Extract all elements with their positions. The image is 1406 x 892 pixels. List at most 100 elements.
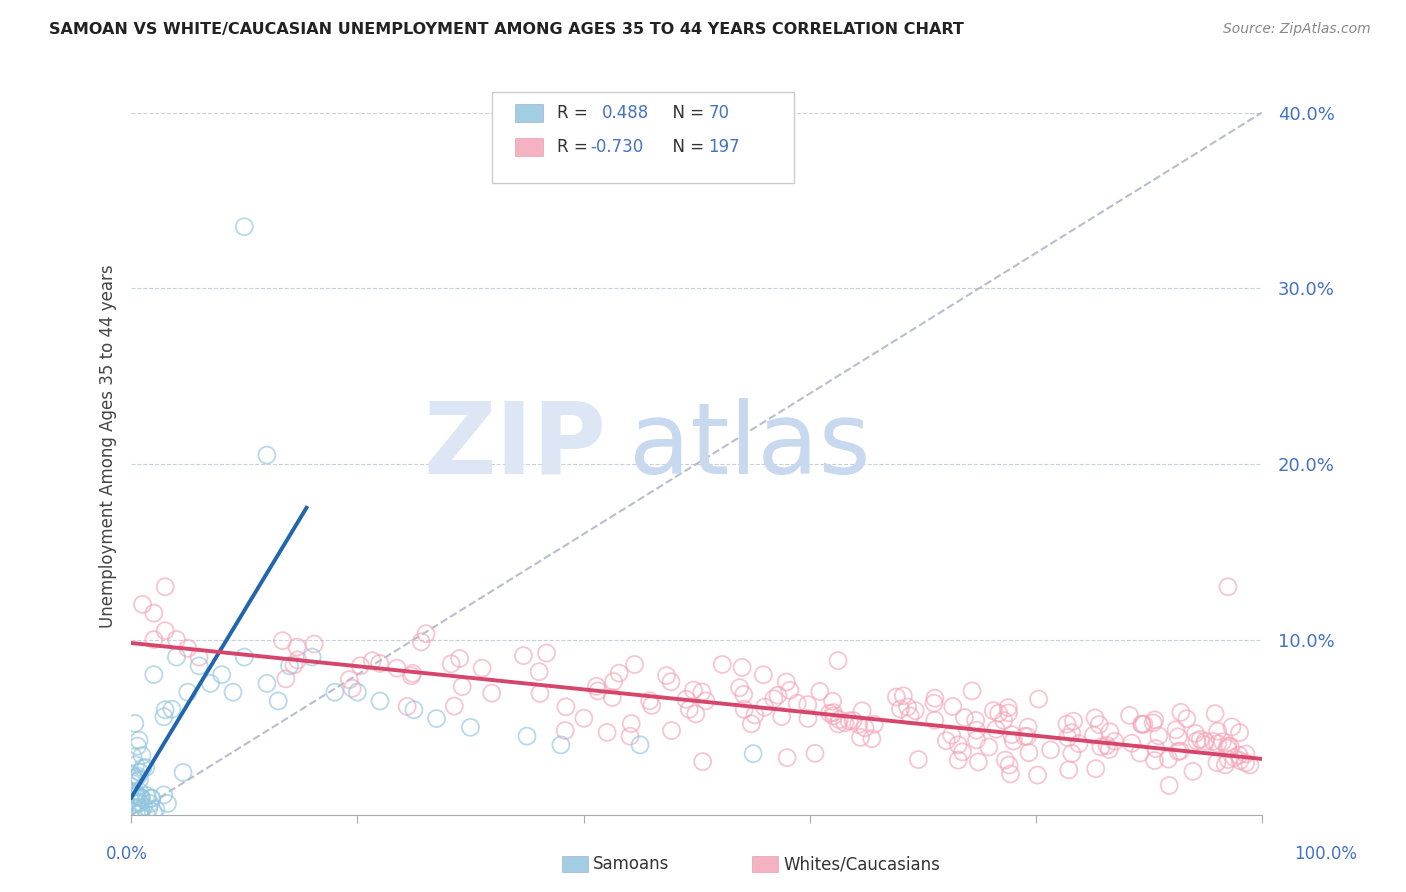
- Point: [997, 700, 1019, 714]
- Point: [153, 703, 176, 717]
- Point: [449, 651, 471, 665]
- Point: [142, 606, 165, 620]
- Point: [1028, 692, 1050, 706]
- Point: [797, 711, 820, 725]
- Point: [1056, 731, 1078, 745]
- Point: [1185, 734, 1208, 748]
- Point: [121, 780, 143, 794]
- Text: Source: ZipAtlas.com: Source: ZipAtlas.com: [1223, 22, 1371, 37]
- Point: [550, 738, 572, 752]
- Point: [886, 690, 908, 704]
- Point: [1216, 741, 1239, 756]
- Point: [733, 688, 755, 702]
- Point: [402, 703, 425, 717]
- Point: [1142, 715, 1164, 730]
- Point: [1234, 756, 1257, 770]
- Point: [754, 700, 776, 714]
- Point: [1039, 743, 1062, 757]
- Point: [828, 713, 851, 727]
- Point: [256, 448, 278, 462]
- Point: [690, 685, 713, 699]
- Point: [415, 626, 437, 640]
- Point: [924, 713, 946, 727]
- Point: [211, 667, 233, 681]
- Point: [596, 725, 619, 739]
- Text: 0.0%: 0.0%: [105, 846, 148, 863]
- Point: [451, 680, 474, 694]
- Point: [953, 710, 976, 724]
- Point: [1060, 725, 1083, 739]
- Point: [993, 714, 1015, 728]
- Point: [153, 624, 176, 638]
- Point: [586, 684, 609, 698]
- Point: [271, 633, 294, 648]
- Point: [124, 716, 146, 731]
- Point: [997, 706, 1019, 720]
- Point: [200, 676, 222, 690]
- Text: N =: N =: [662, 104, 714, 122]
- Point: [733, 702, 755, 716]
- Point: [935, 733, 957, 747]
- Point: [1143, 754, 1166, 768]
- Point: [188, 658, 211, 673]
- Point: [851, 704, 873, 718]
- Point: [752, 667, 775, 681]
- Point: [401, 669, 423, 683]
- Point: [301, 650, 323, 665]
- Point: [711, 657, 734, 672]
- Point: [129, 796, 152, 810]
- Point: [267, 694, 290, 708]
- Point: [863, 717, 886, 731]
- Point: [135, 789, 157, 803]
- Point: [153, 580, 176, 594]
- Point: [1167, 744, 1189, 758]
- Point: [1130, 717, 1153, 731]
- Point: [585, 679, 607, 693]
- Point: [166, 632, 188, 647]
- Point: [731, 660, 754, 674]
- Point: [177, 685, 200, 699]
- Point: [172, 765, 194, 780]
- Point: [1216, 752, 1239, 766]
- Point: [278, 658, 301, 673]
- Point: [1060, 747, 1083, 761]
- Point: [889, 702, 911, 716]
- Point: [786, 696, 808, 710]
- Point: [770, 709, 793, 723]
- Point: [728, 681, 751, 695]
- Point: [481, 686, 503, 700]
- Point: [1018, 746, 1040, 760]
- Point: [942, 699, 965, 714]
- Point: [966, 733, 988, 747]
- Point: [142, 632, 165, 647]
- Point: [128, 806, 150, 821]
- Point: [572, 711, 595, 725]
- Point: [898, 709, 921, 723]
- Point: [1084, 762, 1107, 776]
- Point: [125, 771, 148, 785]
- Point: [368, 657, 391, 671]
- Point: [775, 675, 797, 690]
- Point: [135, 760, 157, 774]
- Point: [834, 715, 856, 730]
- Point: [922, 696, 945, 710]
- Point: [823, 706, 845, 720]
- Point: [984, 723, 1007, 737]
- Point: [742, 747, 765, 761]
- Point: [602, 674, 624, 689]
- Point: [411, 635, 433, 649]
- Point: [1239, 758, 1261, 772]
- Point: [1205, 756, 1227, 770]
- Point: [302, 637, 325, 651]
- Point: [131, 790, 153, 805]
- Point: [860, 731, 883, 746]
- Point: [188, 650, 211, 665]
- Point: [1002, 734, 1025, 748]
- Point: [740, 716, 762, 731]
- Point: [977, 739, 1000, 754]
- Point: [623, 657, 645, 672]
- Point: [1157, 752, 1180, 766]
- Point: [1234, 747, 1257, 761]
- Point: [516, 729, 538, 743]
- Point: [1056, 717, 1078, 731]
